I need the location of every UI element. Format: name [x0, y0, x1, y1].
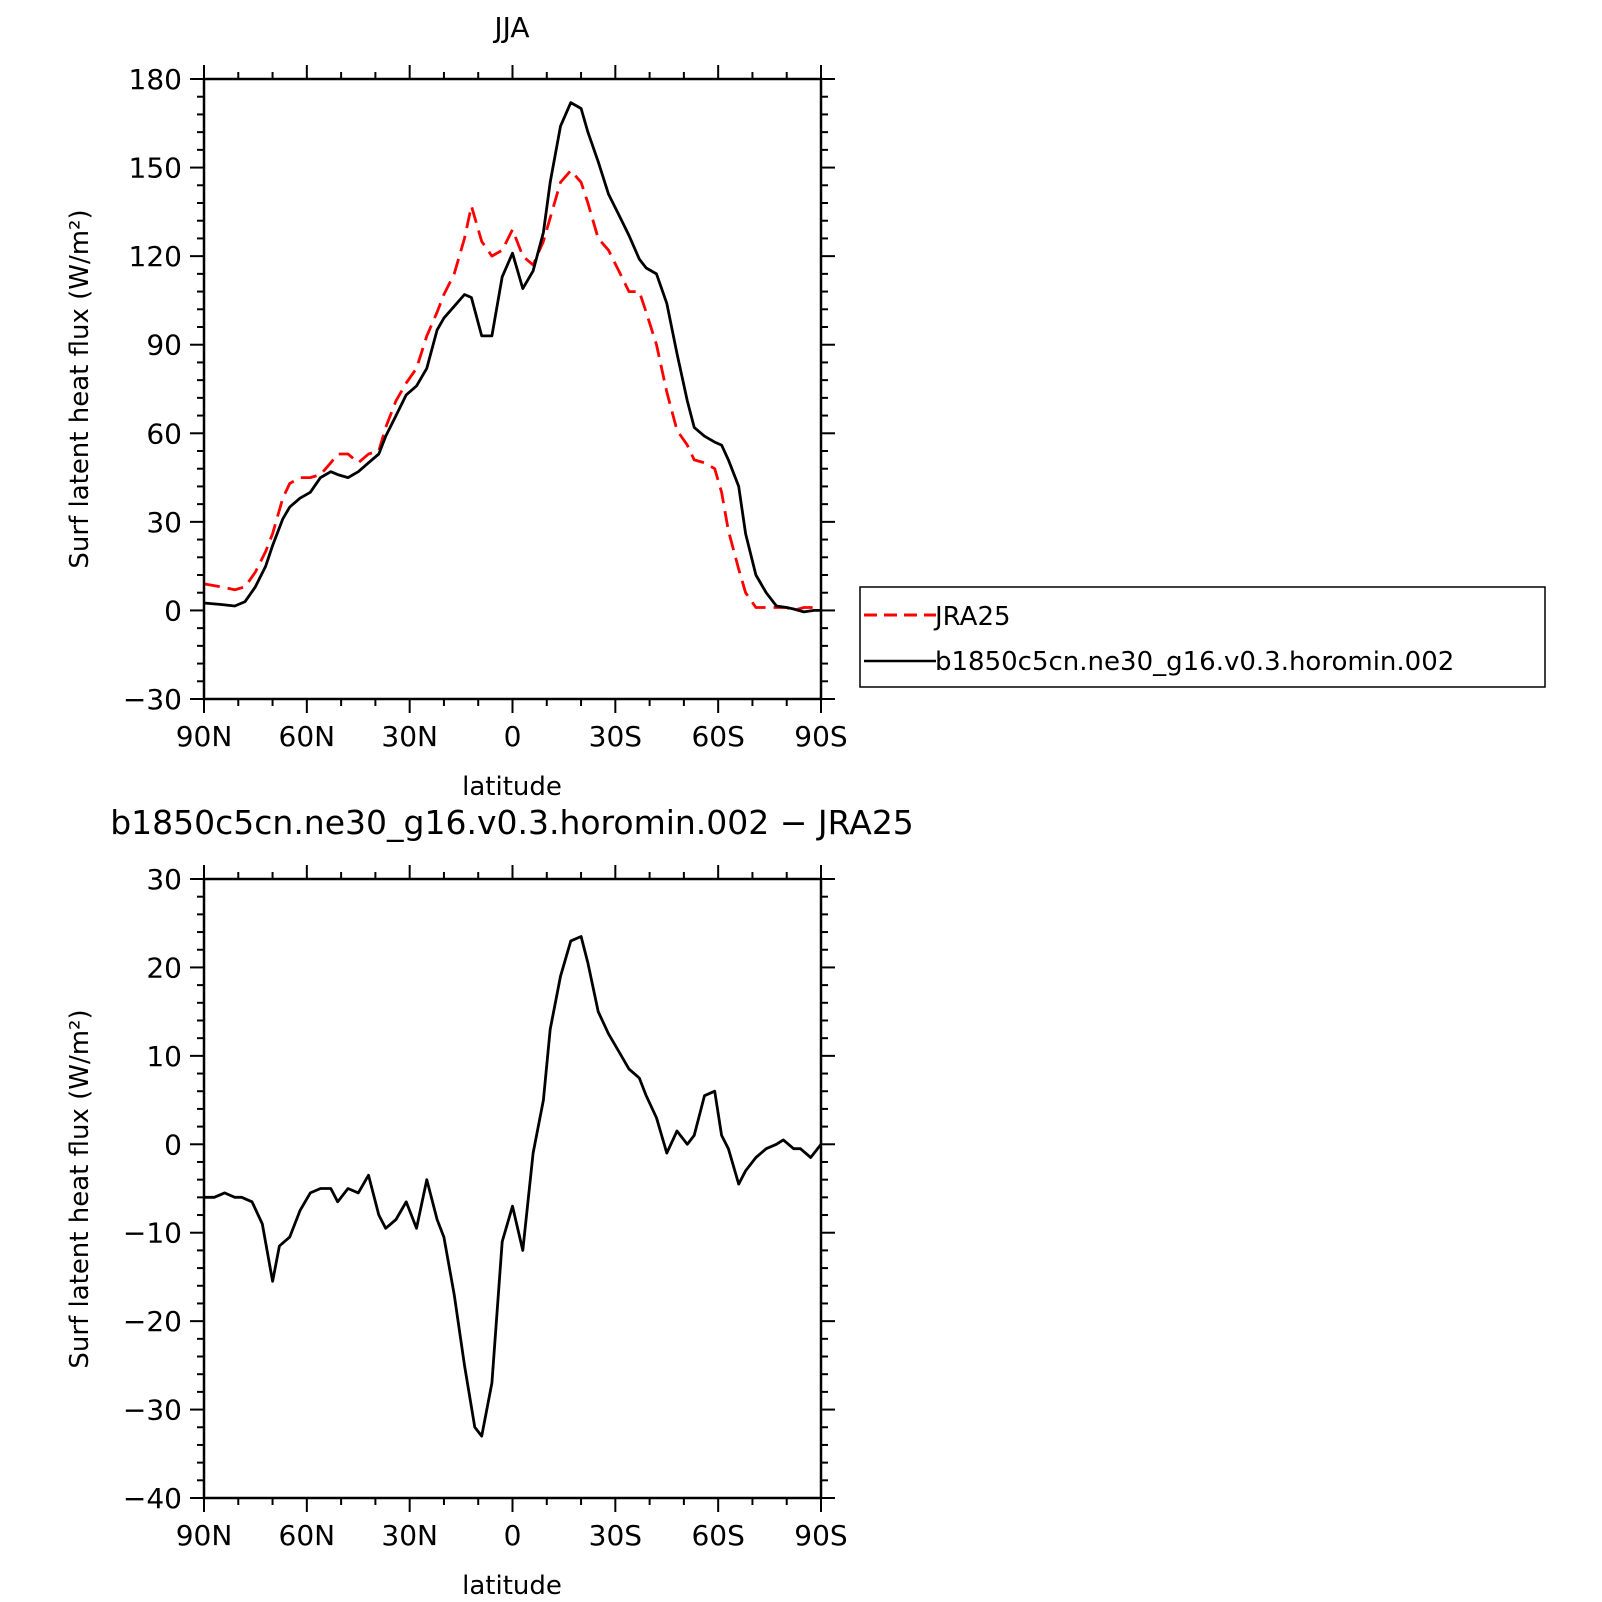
- bottom-x-tick-label: 0: [504, 1519, 522, 1552]
- bottom-y-tick-label: −30: [123, 1394, 182, 1427]
- bottom-axis-ticks: −40 −30 −20 −10 0 10 20 30 90N 60N 30N 0 30S 60S 90S: [123, 863, 848, 1552]
- top-y-tick-label: 120: [129, 240, 182, 273]
- bottom-y-tick-label: −40: [123, 1482, 182, 1515]
- bottom-x-tick-label: 60N: [279, 1519, 336, 1552]
- top-chart-title: JJA: [492, 11, 529, 44]
- top-plot-frame: [202, 77, 823, 701]
- top-y-tick-label: 30: [146, 506, 182, 539]
- legend-label-jra25: JRA25: [933, 602, 1011, 632]
- top-axis-ticks: −30 0 30 60 90 120 150 180 90N 60N 30N 0 30S 60S 90S: [123, 63, 848, 753]
- top-y-tick-label: 180: [129, 63, 182, 96]
- bottom-x-tick-label: 90S: [794, 1519, 847, 1552]
- top-y-tick-label: −30: [123, 683, 182, 716]
- top-y-tick-label: 150: [129, 152, 182, 185]
- legend-label-model: b1850c5cn.ne30_g16.v0.3.horomin.002: [935, 647, 1454, 677]
- bottom-y-axis-label: Surf latent heat flux (W/m²): [65, 1009, 95, 1368]
- top-y-axis-label: Surf latent heat flux (W/m²): [65, 209, 95, 568]
- top-y-tick-label: 0: [164, 594, 182, 627]
- bottom-x-tick-label: 30N: [381, 1519, 438, 1552]
- bottom-x-tick-label: 60S: [691, 1519, 744, 1552]
- top-x-tick-label: 90N: [176, 720, 233, 753]
- bottom-x-tick-label: 30S: [589, 1519, 642, 1552]
- bottom-series-group: [204, 935, 823, 1438]
- legend: JRA25 b1850c5cn.ne30_g16.v0.3.horomin.00…: [859, 586, 1546, 688]
- bottom-x-axis-label: latitude: [462, 1571, 562, 1601]
- legend-box: [859, 586, 1546, 688]
- bottom-plot-frame: [202, 877, 823, 1500]
- bottom-y-tick-label: 0: [164, 1128, 182, 1161]
- top-y-tick-label: 60: [146, 417, 182, 450]
- top-x-tick-label: 60S: [691, 720, 744, 753]
- top-series-group: [203, 101, 822, 614]
- bottom-x-tick-label: 90N: [176, 1519, 233, 1552]
- bottom-series-line-0: [204, 935, 823, 1438]
- bottom-y-tick-label: −10: [123, 1217, 182, 1250]
- top-series-line-0: [203, 169, 822, 612]
- bottom-panel: b1850c5cn.ne30_g16.v0.3.horomin.002 − JR…: [65, 803, 914, 1601]
- bottom-y-tick-label: 10: [146, 1040, 182, 1073]
- top-x-axis-label: latitude: [462, 772, 562, 802]
- top-series-line-1: [203, 101, 821, 614]
- bottom-y-tick-label: 20: [146, 951, 182, 984]
- bottom-chart-title: b1850c5cn.ne30_g16.v0.3.horomin.002 − JR…: [110, 803, 914, 842]
- top-x-tick-label: 0: [504, 720, 522, 753]
- top-panel: JJA −30 0 30 60 90 120 150 180 90N 60N 30N 0 30S 60S 9…: [65, 11, 848, 802]
- top-x-tick-label: 30N: [381, 720, 438, 753]
- bottom-y-tick-label: −20: [123, 1305, 182, 1338]
- top-x-tick-label: 90S: [794, 720, 847, 753]
- top-x-tick-label: 30S: [589, 720, 642, 753]
- top-y-tick-label: 90: [146, 329, 182, 362]
- bottom-y-tick-label: 30: [146, 863, 182, 896]
- top-x-tick-label: 60N: [279, 720, 336, 753]
